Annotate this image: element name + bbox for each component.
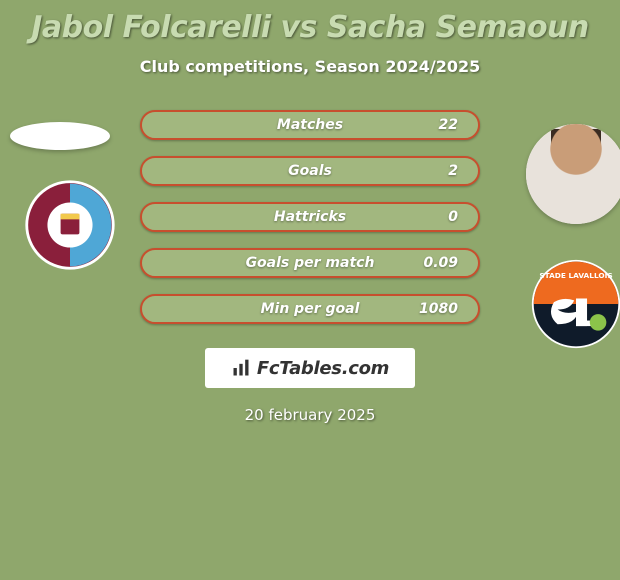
stat-right-value: 1080: [398, 301, 458, 317]
stat-row: Goals per match 0.09: [140, 248, 480, 278]
stat-label: Goals: [222, 163, 398, 179]
brand-link[interactable]: FcTables.com: [205, 348, 415, 388]
stat-row: Min per goal 1080: [140, 294, 480, 324]
stat-right-value: 0.09: [398, 255, 458, 271]
page-title: Jabol Folcarelli vs Sacha Semaoun: [31, 10, 589, 45]
stats-list: Matches 22 Goals 2 Hattricks 0 Goals per…: [140, 110, 480, 324]
brand-label: FcTables.com: [257, 358, 389, 379]
stat-row: Goals 2: [140, 156, 480, 186]
date-label: 20 february 2025: [245, 406, 376, 424]
stat-right-value: 2: [398, 163, 458, 179]
bar-chart-icon: [231, 358, 251, 378]
player-right-avatar: [526, 124, 620, 224]
player-face-icon: [526, 124, 620, 224]
subtitle: Club competitions, Season 2024/2025: [140, 57, 480, 76]
club-left-logo: [20, 178, 120, 272]
stat-row: Matches 22: [140, 110, 480, 140]
trabzonspor-badge-icon: [20, 178, 120, 272]
stat-label: Goals per match: [222, 255, 398, 271]
stat-right-value: 22: [398, 117, 458, 133]
club-right-name: STADE LAVALLOIS: [539, 271, 612, 280]
stat-label: Hattricks: [222, 209, 398, 225]
stat-right-value: 0: [398, 209, 458, 225]
stade-lavallois-badge-icon: STADE LAVALLOIS: [526, 258, 620, 350]
stat-label: Min per goal: [222, 301, 398, 317]
stat-row: Hattricks 0: [140, 202, 480, 232]
club-right-logo: STADE LAVALLOIS: [526, 258, 620, 350]
player-left-avatar: [10, 122, 110, 150]
stat-label: Matches: [222, 117, 398, 133]
comparison-card: Jabol Folcarelli vs Sacha Semaoun Club c…: [0, 0, 620, 580]
